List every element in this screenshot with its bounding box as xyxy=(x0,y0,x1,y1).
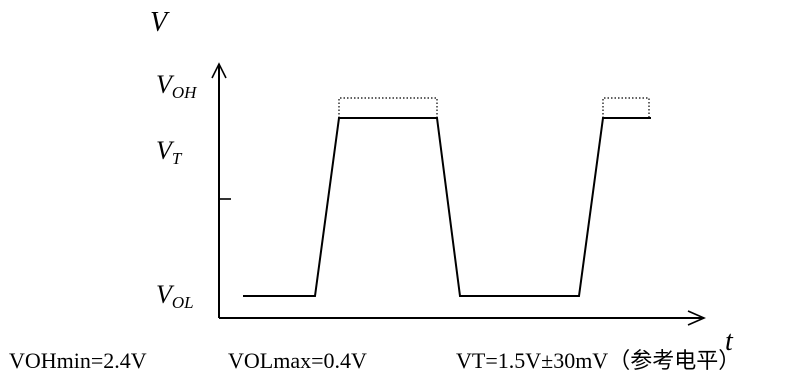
voh-label-subscript: OH xyxy=(172,83,198,102)
vt-label-subscript: T xyxy=(172,149,183,168)
vol-label-subscript: OL xyxy=(172,293,194,312)
waveform-signal xyxy=(243,117,651,297)
x-axis-arrowhead xyxy=(687,310,706,326)
vol-level-label: VOL xyxy=(156,280,194,312)
footer-voh-min: VOHmin=2.4V xyxy=(9,348,147,373)
voh-dotted-outline-second-pulse xyxy=(602,97,650,118)
voh-dotted-outline-first-pulse xyxy=(338,97,438,118)
y-axis-label: V xyxy=(150,7,170,38)
vt-level-label: VT xyxy=(156,136,183,168)
voh-label-main: V xyxy=(156,70,175,99)
footer-vol-max: VOLmax=0.4V xyxy=(228,348,367,373)
x-axis-label: t xyxy=(725,326,734,357)
vol-label-main: V xyxy=(156,280,175,309)
voh-level-label: VOH xyxy=(156,70,198,102)
vt-label-main: V xyxy=(156,136,175,165)
footer-vt-reference: VT=1.5V±30mV（参考电平） xyxy=(456,348,740,373)
y-axis-arrowhead xyxy=(211,62,227,79)
